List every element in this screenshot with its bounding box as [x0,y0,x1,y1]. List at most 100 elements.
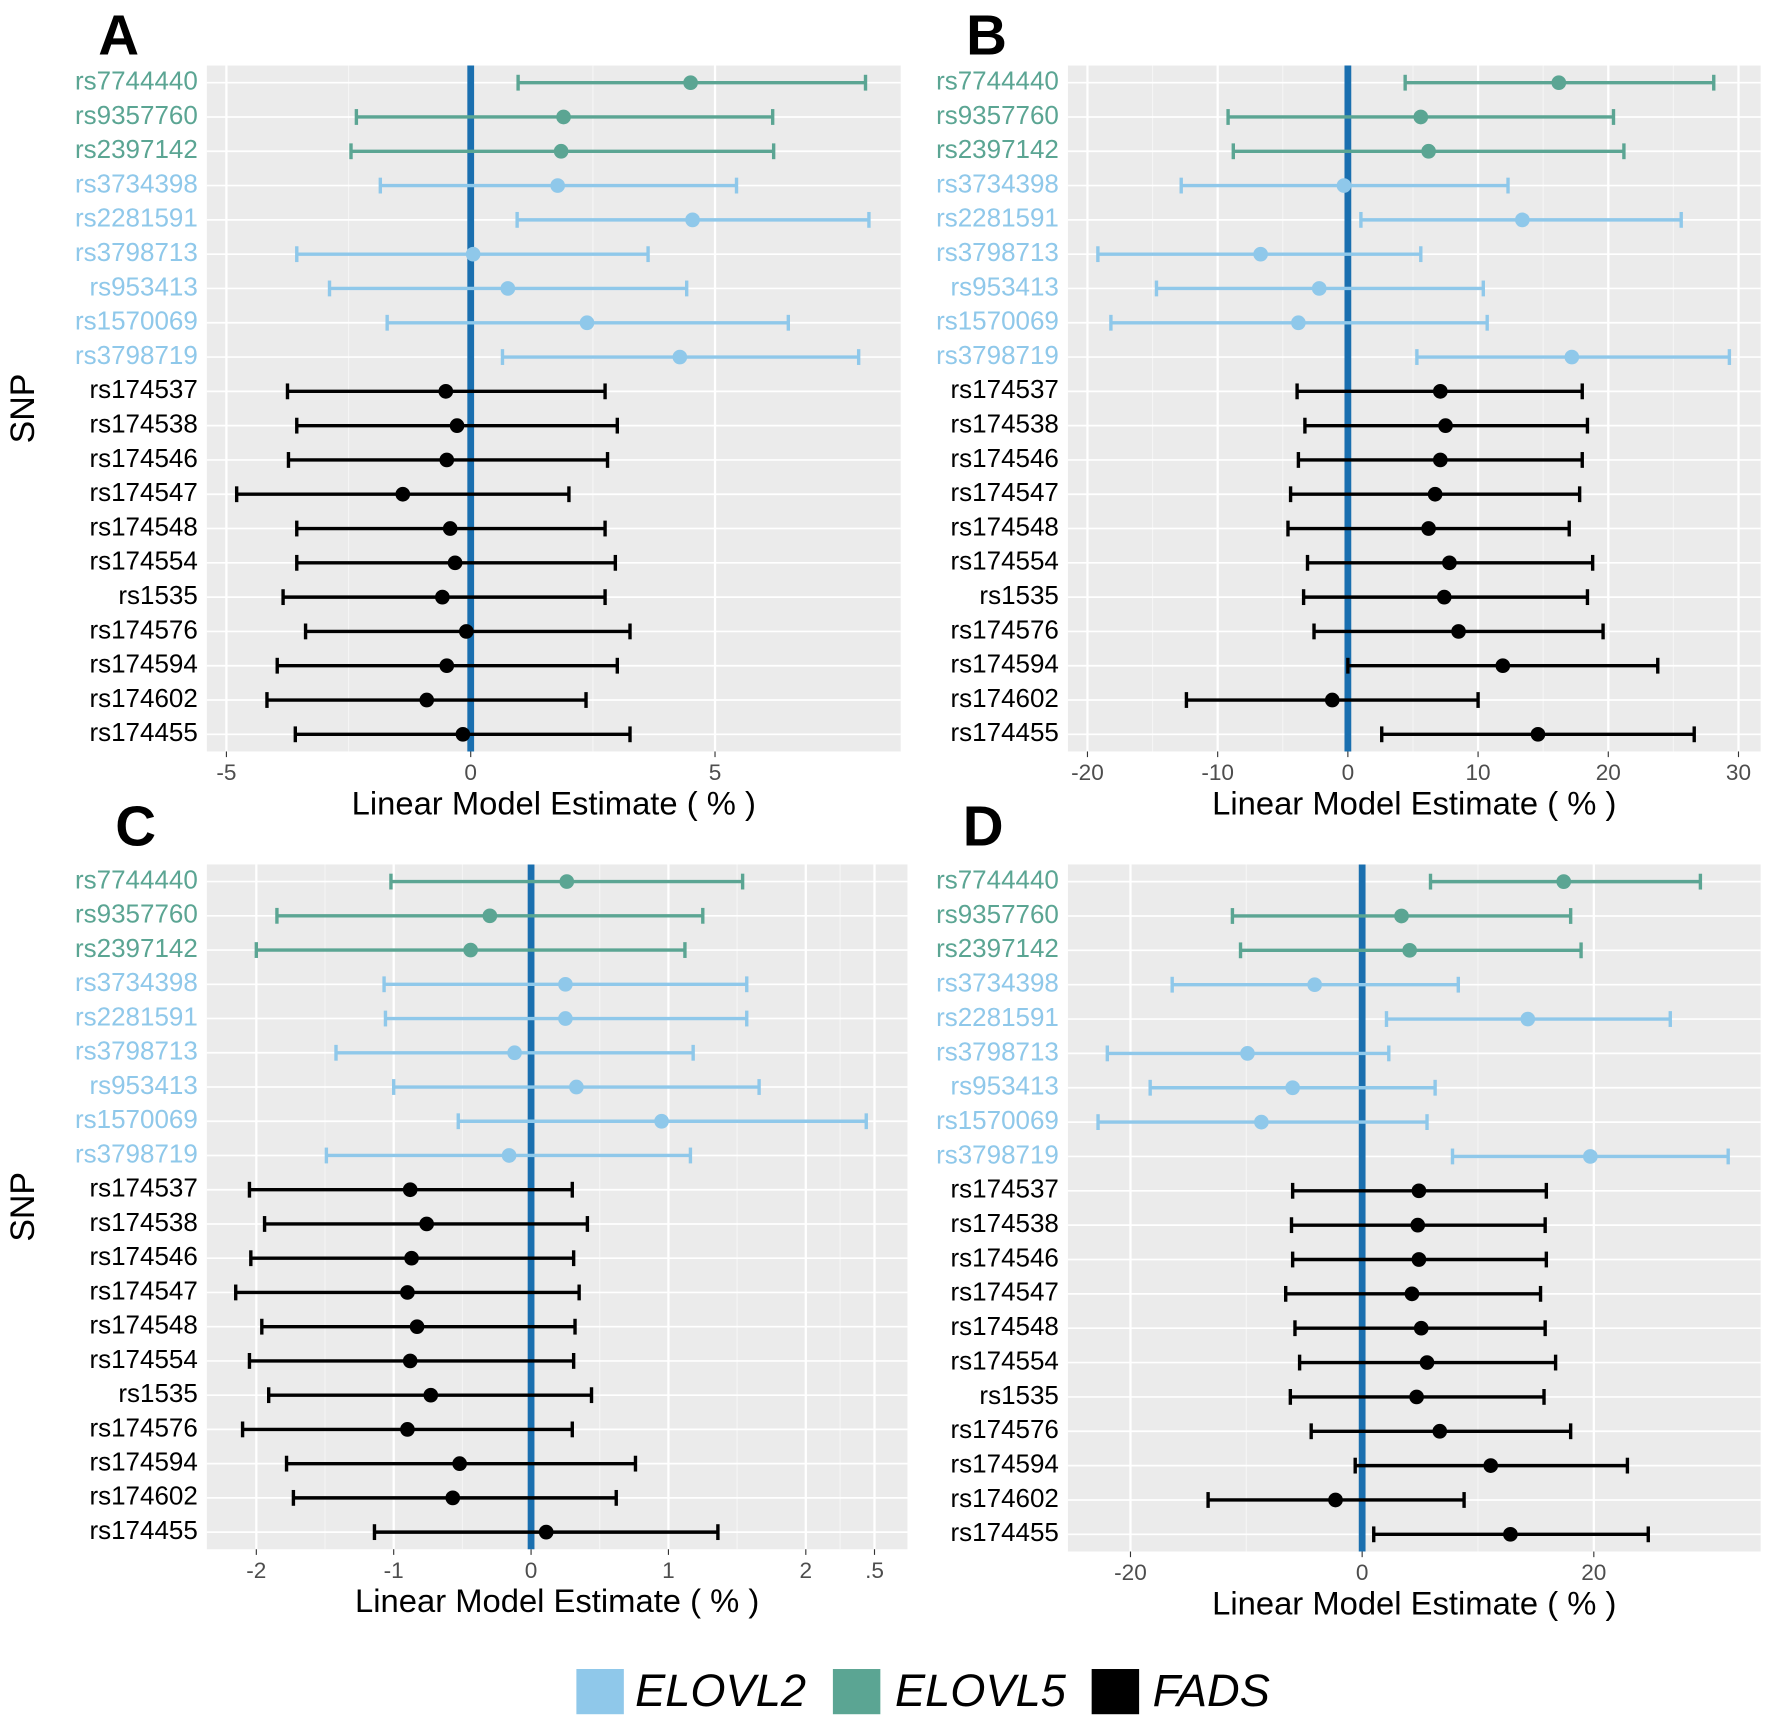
category-label: rs9357760 [936,100,1059,130]
category-label: rs3734398 [75,168,198,198]
category-label: rs3734398 [75,967,198,997]
x-tick-label: 0 [464,760,477,785]
category-label: rs9357760 [75,100,198,130]
estimate-point [1483,1458,1499,1473]
category-label: rs7744440 [936,864,1059,894]
category-label: rs2397142 [936,134,1059,164]
category-label: rs7744440 [936,66,1059,96]
panel-background [1067,65,1761,752]
category-label: rs174548 [951,1311,1059,1341]
x-tick-label: 0 [1342,760,1355,785]
estimate-point [1551,75,1567,91]
category-label: rs3798719 [936,340,1059,370]
estimate-point [685,212,700,228]
x-tick-label: 20 [1581,1560,1606,1585]
category-label: rs174576 [951,614,1059,644]
category-label: rs3734398 [936,968,1059,998]
legend-label: FADS [1153,1665,1270,1716]
category-label: rs3798713 [75,1036,198,1066]
category-label: rs174594 [951,649,1059,679]
estimate-point [1438,418,1453,433]
category-label: rs174546 [951,443,1059,473]
x-tick-label: 20 [1596,760,1621,785]
estimate-point [419,692,435,708]
estimate-point [409,1319,425,1335]
estimate-point [569,1079,584,1095]
category-label: rs174538 [951,1208,1059,1238]
category-label: rs174546 [89,1241,197,1271]
estimate-point [419,1216,435,1232]
category-label: rs3798719 [936,1139,1059,1169]
estimate-point [553,143,569,159]
estimate-point [1421,521,1436,536]
estimate-point [1311,281,1327,296]
legend-label: ELOVL2 [635,1665,806,1716]
category-label: rs3798719 [75,1138,198,1168]
x-tick-label: 0 [1356,1560,1369,1585]
x-axis-title: Linear Model Estimate ( % ) [355,1582,759,1619]
estimate-point [538,1524,554,1540]
estimate-point [1427,486,1443,502]
estimate-point [404,1250,419,1266]
x-axis-title: Linear Model Estimate ( % ) [1212,1584,1616,1621]
x-tick-label: 10 [1466,760,1491,785]
estimate-point [452,1456,467,1471]
estimate-point [465,246,481,262]
category-label: rs1570069 [75,1104,198,1134]
estimate-point [683,75,698,91]
legend-label: ELOVL5 [895,1665,1067,1716]
category-label: rs174537 [89,1173,197,1203]
estimate-point [1328,1492,1343,1508]
estimate-point [1285,1080,1300,1096]
estimate-point [1253,246,1268,262]
category-label: rs7744440 [75,864,198,894]
estimate-point [423,1387,439,1403]
estimate-point [550,178,566,193]
estimate-point [1324,692,1340,708]
category-label: rs174576 [89,1412,197,1442]
category-label: rs174547 [951,477,1059,507]
estimate-point [1583,1149,1598,1164]
category-label: rs174537 [951,374,1059,404]
category-label: rs174554 [951,546,1059,576]
estimate-point [1442,555,1457,571]
category-label: rs174554 [89,1344,197,1374]
estimate-point [1291,315,1306,331]
category-label: rs174455 [951,717,1059,747]
category-label: rs1535 [979,1380,1058,1410]
estimate-point [1432,384,1448,399]
estimate-point [1451,624,1466,639]
category-label: rs174455 [89,717,197,747]
category-label: rs2397142 [75,134,198,164]
category-label: rs1570069 [936,306,1059,336]
estimate-point [395,486,411,502]
category-label: rs174455 [951,1517,1059,1547]
category-label: rs9357760 [75,899,198,929]
category-label: rs7744440 [75,66,198,96]
estimate-point [1419,1355,1435,1370]
x-tick-label: .5 [865,1558,884,1583]
estimate-point [1520,1011,1536,1027]
estimate-point [559,874,575,889]
category-label: rs174554 [89,546,197,576]
category-label: rs174455 [89,1515,197,1545]
estimate-point [445,1490,461,1506]
estimate-point [1240,1046,1255,1061]
category-label: rs3798719 [75,340,198,370]
x-tick-label: -5 [216,760,236,785]
estimate-point [558,1011,573,1026]
x-tick-label: 5 [709,760,722,785]
estimate-point [1503,1526,1518,1542]
x-tick-label: 30 [1726,760,1751,785]
category-label: rs174602 [951,1483,1059,1513]
estimate-point [579,315,595,331]
category-label: rs3798713 [75,237,198,267]
estimate-point [507,1045,522,1061]
estimate-point [1411,1183,1427,1199]
x-axis-title: Linear Model Estimate ( % ) [1212,784,1616,821]
estimate-point [1530,726,1546,742]
estimate-point [1336,178,1352,193]
category-label: rs1570069 [936,1105,1059,1135]
x-tick-label: 2 [800,1558,813,1583]
category-label: rs2281591 [75,1001,198,1031]
